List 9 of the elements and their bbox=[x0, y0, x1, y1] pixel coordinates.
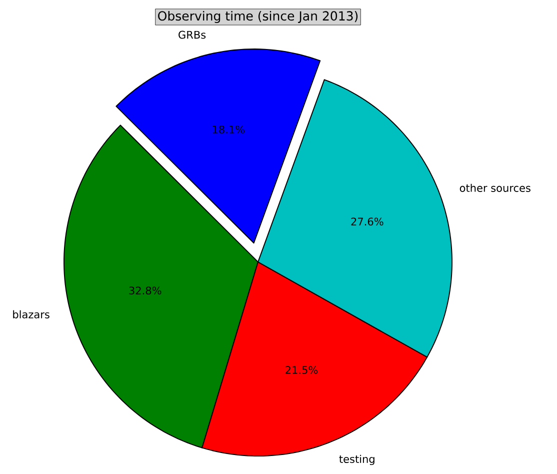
data-label: 32.8% bbox=[129, 286, 162, 295]
slice-label: testing bbox=[339, 454, 374, 466]
chart-title: Observing time (since Jan 2013) bbox=[158, 10, 358, 24]
data-label: 18.1% bbox=[212, 125, 245, 134]
data-label: 27.6% bbox=[351, 218, 384, 226]
slice-label: blazars bbox=[13, 310, 50, 318]
slice-label: GRBs bbox=[178, 30, 206, 39]
slice-label: other sources bbox=[460, 184, 530, 192]
data-label: 21.5% bbox=[286, 366, 318, 374]
